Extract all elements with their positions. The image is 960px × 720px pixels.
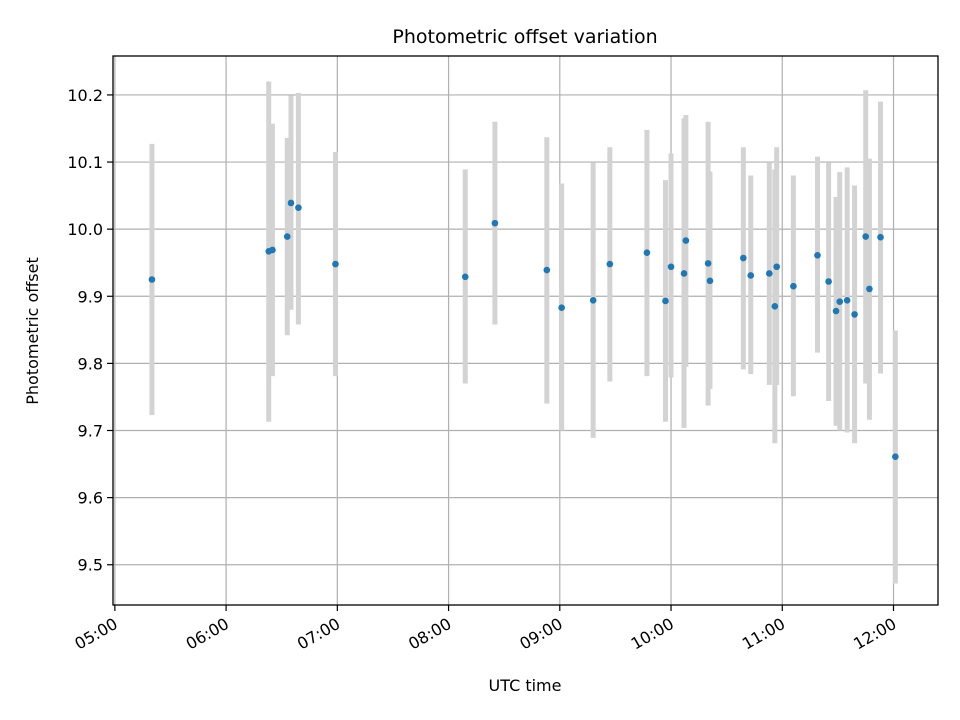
data-point [814,252,821,259]
data-point [269,246,276,254]
y-tick-label: 9.9 [78,287,103,306]
data-point [461,273,469,281]
y-tick-label: 9.5 [78,556,103,575]
y-tick-label: 10.1 [67,153,103,172]
data-point [706,277,714,285]
x-axis-label: UTC time [489,676,562,695]
data-point [832,307,840,315]
data-point [851,311,858,318]
data-point [643,249,651,256]
data-point [287,199,295,207]
data-point [892,453,899,460]
y-tick-label: 10.0 [67,220,103,239]
chart-title: Photometric offset variation [392,26,657,48]
data-point [843,296,851,304]
data-point [148,276,156,283]
data-point [543,266,551,274]
data-point [825,278,832,285]
data-point [704,260,712,267]
data-point [662,297,669,305]
data-point [862,233,869,240]
y-tick-label: 9.6 [78,489,103,508]
x-axis-ticks: 05:00 06:00 07:00 08:00 09:00 10:00 11:00 12:00 [71,605,900,654]
data-point [773,263,781,271]
data-point [589,296,597,304]
y-axis-label: Photometric offset [23,257,42,405]
y-tick-label: 9.8 [78,354,103,373]
x-tick-label: 07:00 [294,614,343,654]
data-point [667,263,675,271]
x-tick-label: 06:00 [183,614,232,654]
plot-frame [112,55,939,606]
data-point [680,270,688,277]
data-point [606,260,614,268]
data-point [877,233,884,241]
y-tick-label: 9.7 [78,422,103,441]
data-point [558,304,565,311]
x-tick-label: 05:00 [71,614,120,654]
y-tick-label: 10.2 [67,86,103,105]
y-axis-ticks: 9.5 9.6 9.7 9.8 9.9 10.0 10.1 10.2 [67,86,113,575]
data-point [866,285,873,293]
data-point [836,298,844,305]
data-point [283,233,291,240]
data-point [765,270,773,277]
data-point [491,219,499,227]
x-tick-label: 11:00 [739,614,788,654]
data-point [682,237,690,244]
x-tick-label: 09:00 [516,614,565,654]
x-tick-label: 10:00 [628,614,677,654]
data-point [295,204,302,211]
grid [113,56,938,605]
x-tick-label: 08:00 [405,614,454,654]
error-bars [149,81,898,584]
data-point [740,254,747,262]
x-tick-label: 12:00 [850,614,899,654]
data-point [790,282,797,290]
data-point [771,303,779,310]
data-point [332,260,339,268]
data-points [148,199,899,460]
data-point [747,272,755,279]
